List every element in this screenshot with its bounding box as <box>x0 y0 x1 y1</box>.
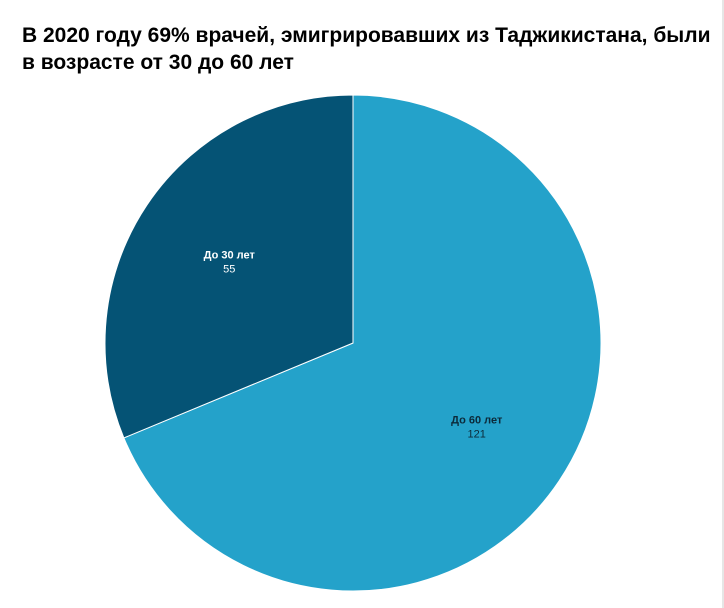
slice-label-1: До 60 лет <box>451 415 503 427</box>
panel-border <box>722 0 724 608</box>
slice-value-2: 55 <box>223 263 235 275</box>
pie-slice-1[interactable] <box>123 94 602 592</box>
chart-title: В 2020 году 69% врачей, эмигрировавших и… <box>22 24 711 74</box>
pie-labels: До 60 лет 121 До 30 лет 55 <box>204 249 503 440</box>
slice-label-2: До 30 лет <box>204 249 256 261</box>
slice-value-1: 121 <box>468 429 486 441</box>
pie-slice-2[interactable] <box>104 94 354 439</box>
pie-slices <box>104 94 602 592</box>
